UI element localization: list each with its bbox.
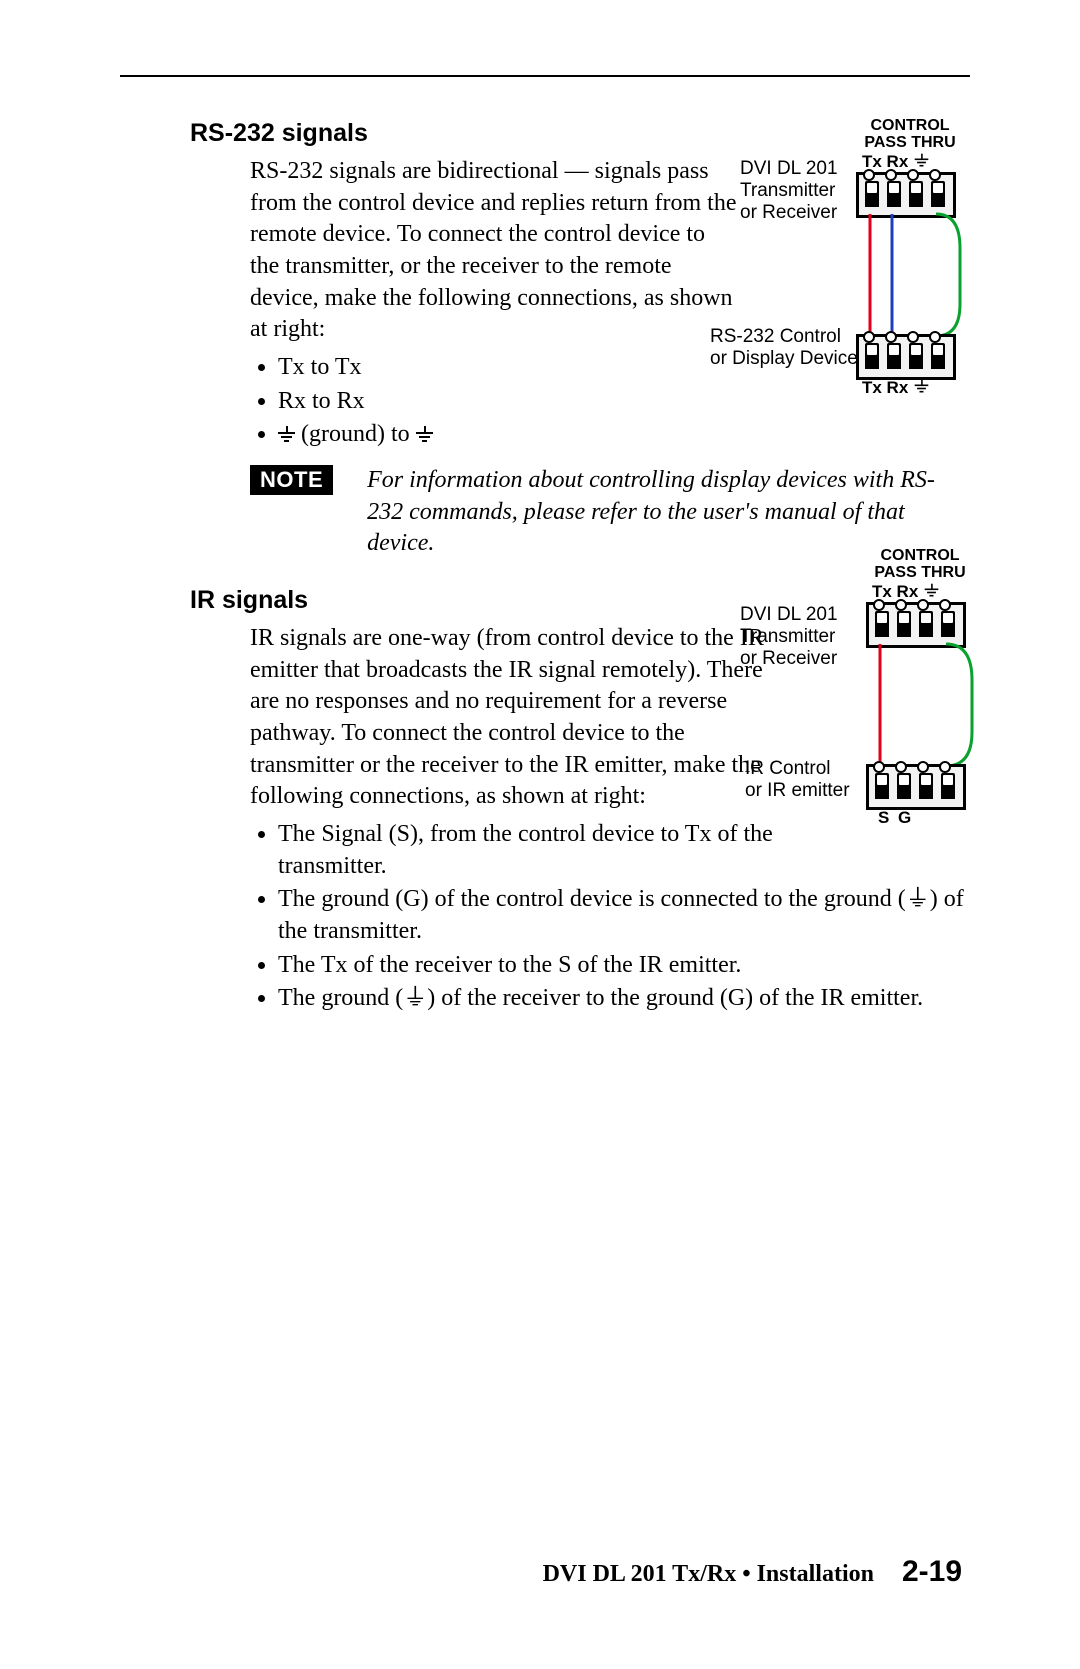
connector-bot [856,334,956,380]
connector-bot [866,764,966,810]
device-label-bot: IR Control or IR emitter [745,758,850,802]
bullet: Tx to Tx [278,352,740,384]
para-ir: IR signals are one-way (from control dev… [250,623,770,813]
bullet-text: Tx to Tx [278,354,362,380]
device-label-bot: RS-232 Control or Display Device [710,326,858,370]
page-number: 2-19 [902,1555,962,1589]
bullet-text: The Signal (S), from the control device … [278,821,773,879]
para-rs232: RS-232 signals are bidirectional — signa… [250,156,740,346]
bullet: Rx to Rx [278,386,740,418]
bullet-text: (ground) to [301,421,410,447]
bullet-text: The Tx of the receiver to the S of the I… [278,952,741,978]
bullet: The Signal (S), from the control device … [278,819,778,882]
bullet: (ground) to [278,419,740,451]
ground-icon [416,426,433,443]
diagram-rs232: CONTROL PASS THRU Tx Rx DVI DL 201 Trans… [740,118,980,408]
pins-label-bot: S G [878,808,913,828]
ground-icon [915,380,929,394]
page-footer: DVI DL 201 Tx/Rx • Installation 2-19 [543,1555,962,1589]
bullet-text: The ground (G) of the control device is … [278,886,964,944]
bullet: The ground (⏚) of the receiver to the gr… [278,983,970,1015]
pins-label-bot: Tx Rx [862,378,930,398]
diagram-ir: CONTROL PASS THRU Tx Rx DVI DL 201 Trans… [750,548,990,838]
top-rule [120,75,970,77]
bullet: The Tx of the receiver to the S of the I… [278,950,970,982]
bullet-text: Rx to Rx [278,388,365,414]
bullet: The ground (G) of the control device is … [278,884,970,947]
t: Tx Rx [862,378,908,397]
bullets-rs232: Tx to Tx Rx to Rx (ground) to [250,352,740,451]
note-text: For information about controlling displa… [367,465,970,560]
bullet-text: The ground (⏚) of the receiver to the gr… [278,985,923,1011]
bullets-ir: The Signal (S), from the control device … [250,819,970,1015]
ground-icon [278,426,295,443]
note-row: NOTE For information about controlling d… [250,465,970,560]
footer-text: DVI DL 201 Tx/Rx • Installation [543,1561,874,1588]
note-badge: NOTE [250,465,333,495]
